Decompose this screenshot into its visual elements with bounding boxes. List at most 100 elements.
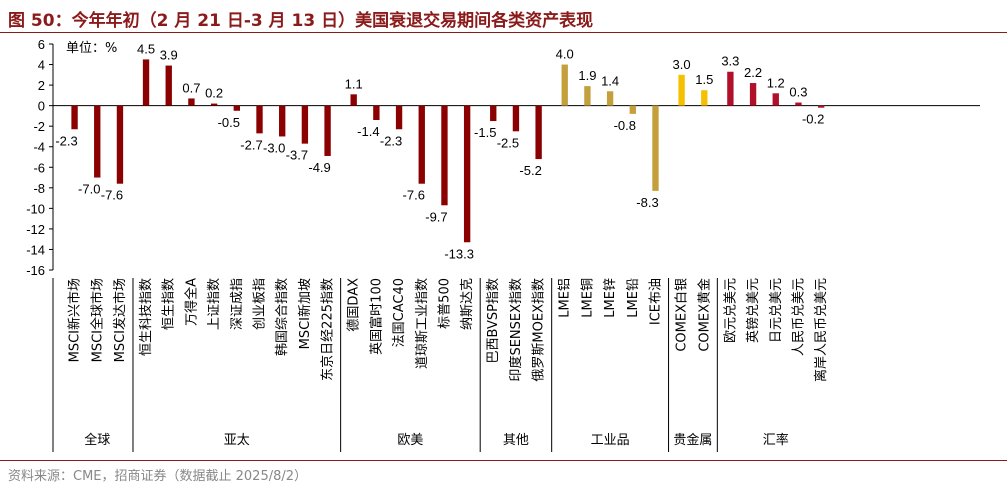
category-label: 英国富时100 <box>368 278 384 355</box>
data-label: 1.9 <box>578 68 596 83</box>
data-label: -5.2 <box>519 163 541 178</box>
bar <box>373 105 380 121</box>
y-tick-label: -16 <box>26 263 45 278</box>
category-label: 英镑兑美元 <box>745 278 761 343</box>
figure-source: 资料来源：CME，招商证券（数据截止 2025/8/2） <box>8 469 308 484</box>
category-label: LME铜 <box>580 278 595 318</box>
data-label: -0.8 <box>614 118 636 133</box>
bottom-rule <box>0 460 1007 461</box>
category-label: 万得全A <box>183 278 199 326</box>
category-label: 日元兑美元 <box>769 278 784 343</box>
category-label: 道琼斯工业指数 <box>415 278 430 369</box>
data-label: 1.1 <box>345 76 363 91</box>
bar-layer <box>71 59 825 243</box>
data-label: 2.2 <box>744 65 762 80</box>
bar <box>772 93 779 106</box>
category-label: 创业板指 <box>253 278 268 330</box>
bar <box>535 105 542 160</box>
bar <box>606 91 614 106</box>
bar <box>210 103 218 106</box>
bar <box>678 74 685 106</box>
category-label: 印度SENSEX指数 <box>508 278 524 382</box>
data-label: -7.6 <box>403 188 425 203</box>
data-label: -7.6 <box>101 188 123 203</box>
y-tick-label: -2 <box>33 119 45 134</box>
category-label: LME铅 <box>626 278 641 318</box>
category-label: ICE布油 <box>648 278 663 325</box>
category-label: 东京日经225指数 <box>321 278 336 381</box>
unit-label: 单位：% <box>66 41 117 56</box>
category-label: 德国DAX <box>347 278 362 332</box>
data-label: 1.2 <box>767 75 785 90</box>
bar <box>418 105 425 184</box>
category-label: LME锌 <box>603 278 618 318</box>
category-label: 恒生指数 <box>162 278 177 330</box>
bar <box>94 105 101 178</box>
data-label: -2.3 <box>55 133 77 148</box>
category-label: 离岸人民币兑美元 <box>813 278 829 382</box>
category-label: COMEX白银 <box>674 278 690 352</box>
bar <box>233 105 240 111</box>
group-label: 全球 <box>84 432 110 448</box>
bar <box>279 105 286 137</box>
bar <box>561 64 568 106</box>
category-label: 巴西BVSP指数 <box>486 278 501 364</box>
data-label: 0.3 <box>789 85 807 100</box>
category-label: 纳斯达克 <box>460 278 475 330</box>
bar <box>395 105 403 130</box>
figure-title: 图 50：今年年初（2 月 21 日-3 月 13 日）美国衰退交易期间各类资产… <box>8 11 594 31</box>
data-label: 1.5 <box>695 72 713 87</box>
category-label: 欧元兑美元 <box>723 278 738 343</box>
data-label: -8.3 <box>636 195 658 210</box>
bar <box>301 105 309 144</box>
category-label: MSCI发达市场 <box>112 278 128 362</box>
bar <box>490 105 497 122</box>
data-label: -13.3 <box>444 246 474 261</box>
bar <box>350 94 357 106</box>
bar <box>324 105 331 156</box>
group-label: 亚太 <box>224 433 250 448</box>
group-label: 汇率 <box>763 432 789 448</box>
y-tick-label: 4 <box>38 58 45 73</box>
bar <box>512 105 520 132</box>
category-label: 恒生科技指数 <box>139 278 154 356</box>
bar <box>463 105 471 243</box>
data-label: 4.5 <box>137 41 155 56</box>
data-label: 3.3 <box>721 54 739 69</box>
category-label: 深证成指 <box>230 278 245 330</box>
group-label: 其他 <box>503 433 529 448</box>
category-label: 上证指数 <box>207 278 222 330</box>
category-label: LME铝 <box>558 278 573 318</box>
y-tick-label: -12 <box>26 222 45 237</box>
category-label: MSCI新兴市场 <box>67 278 83 362</box>
bar <box>652 105 659 191</box>
group-label: 工业品 <box>591 433 630 448</box>
data-label: -9.7 <box>425 209 447 224</box>
bar <box>256 105 263 134</box>
data-label: -0.5 <box>218 115 240 130</box>
bar <box>188 98 195 106</box>
bar <box>441 105 448 206</box>
data-label: -1.4 <box>357 124 379 139</box>
data-label: -2.5 <box>497 135 519 150</box>
category-label: 韩国综合指数 <box>275 278 290 356</box>
y-tick-label: 6 <box>38 37 45 52</box>
bar <box>142 59 150 106</box>
data-label: 1.4 <box>601 73 619 88</box>
data-label: -1.5 <box>474 125 496 140</box>
category-label: 标普500 <box>437 278 452 329</box>
y-tick-label: 2 <box>38 78 45 93</box>
group-label: 贵金属 <box>673 432 712 448</box>
y-tick-label: -6 <box>33 160 45 175</box>
bar <box>817 105 825 108</box>
group-label: 欧美 <box>397 433 423 448</box>
y-tick-label: -14 <box>26 242 45 257</box>
category-label: 法国CAC40 <box>392 278 407 347</box>
title-rule <box>0 32 1007 33</box>
data-label: -2.7 <box>240 137 262 152</box>
y-tick-label: -8 <box>33 181 45 196</box>
category-label: COMEX黄金 <box>696 278 712 352</box>
bar <box>629 105 636 114</box>
category-label: MSCI全球市场 <box>89 278 105 362</box>
